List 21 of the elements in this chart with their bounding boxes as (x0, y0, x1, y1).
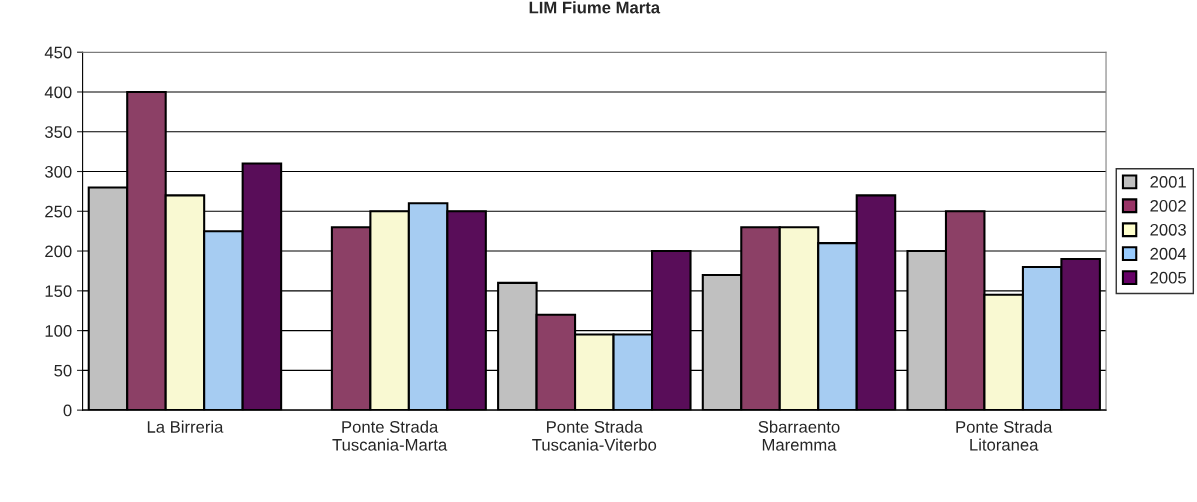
y-tick-label: 200 (45, 245, 72, 258)
y-tick-label: 400 (44, 86, 72, 99)
y-tick-label: 0 (63, 404, 72, 417)
legend-label: 2002 (1150, 199, 1186, 212)
chart-title: LIM Fiume Marta (529, 1, 661, 14)
y-tick-label: 150 (45, 285, 72, 298)
x-tick-label: Sbarraento Maremma (758, 420, 840, 451)
x-tick-label: Ponte Strada Tuscania-Viterbo (532, 420, 657, 451)
y-tick-label: 350 (45, 126, 72, 138)
legend-label: 2003 (1150, 223, 1186, 236)
y-tick-label: 250 (45, 205, 72, 218)
y-tick-label: 100 (45, 325, 72, 337)
y-tick-label: 300 (45, 165, 72, 178)
x-tick-label: La Birreria (147, 420, 224, 433)
x-tick-label: Ponte Strada Tuscania-Marta (332, 420, 448, 451)
x-tick-label: Ponte Strada Litoranea (956, 420, 1053, 451)
legend-label: 2005 (1150, 271, 1186, 284)
y-tick-label: 450 (44, 46, 72, 59)
y-tick-label: 50 (54, 364, 72, 377)
legend-label: 2001 (1150, 175, 1186, 188)
legend-label: 2004 (1150, 247, 1187, 260)
